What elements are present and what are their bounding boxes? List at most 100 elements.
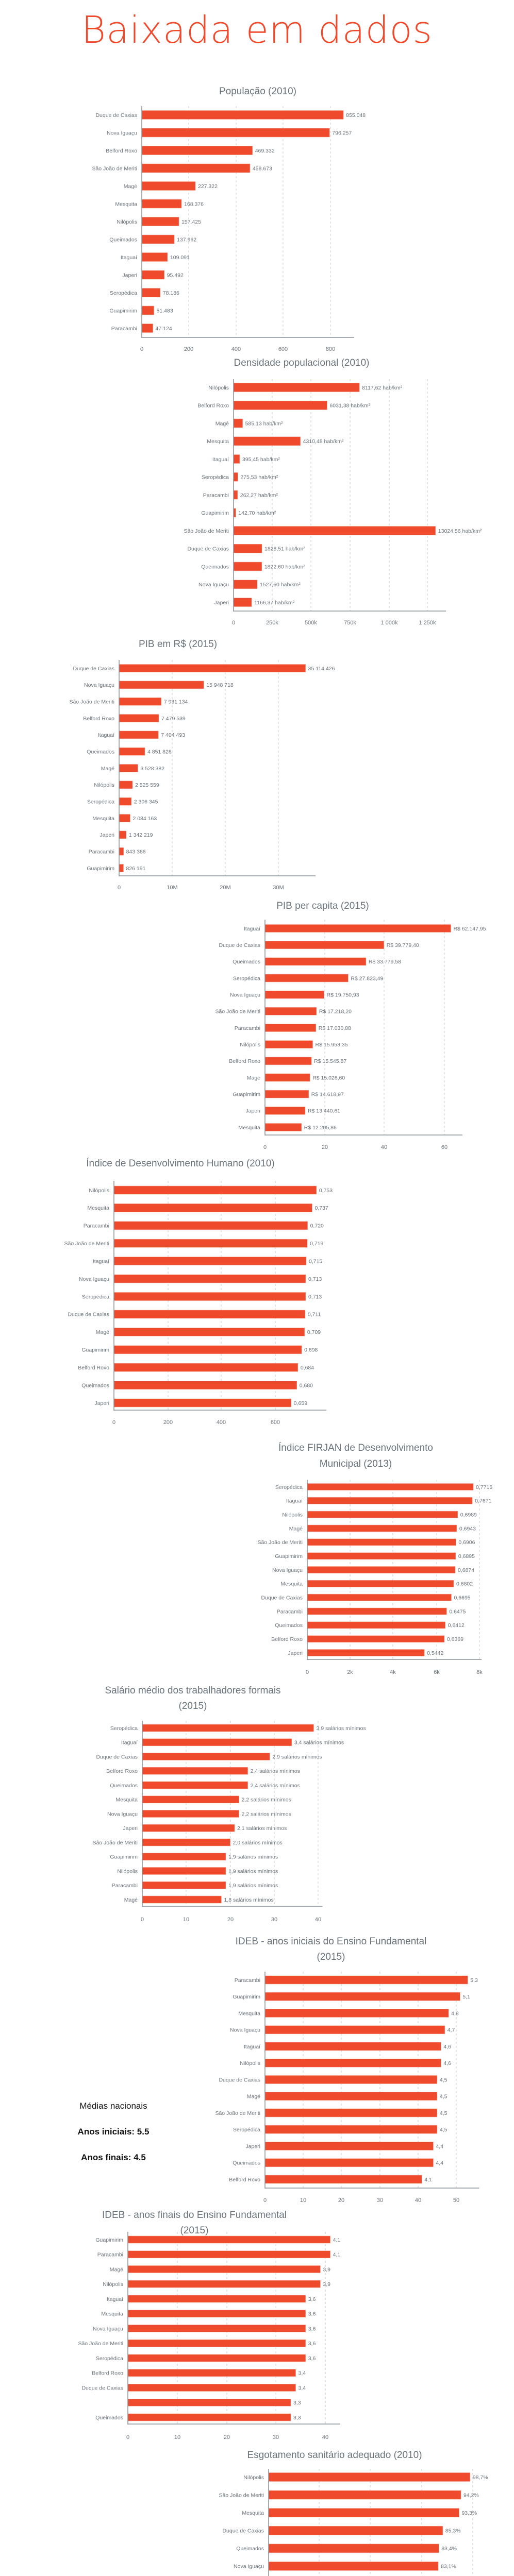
category-label: Nova Iguaçu bbox=[79, 1276, 109, 1282]
category-label: Itaguaí bbox=[212, 456, 229, 463]
data-label: 855.048 bbox=[346, 112, 366, 118]
category-label: Duque de Caxias bbox=[95, 112, 137, 118]
category-label: São João de Meriti bbox=[257, 1539, 303, 1546]
chart-title: PIB em R$ (2015) bbox=[139, 639, 217, 650]
bar bbox=[264, 924, 451, 933]
bar bbox=[264, 1057, 312, 1065]
category-label: Mesquita bbox=[238, 2010, 260, 2016]
data-label: 3,6 bbox=[308, 2296, 316, 2302]
category-label: Nilópolis bbox=[117, 219, 137, 225]
data-label: 15 948 718 bbox=[206, 682, 234, 688]
bar bbox=[142, 1767, 248, 1775]
x-tick-label: 750k bbox=[344, 620, 356, 626]
x-tick-label: 600 bbox=[278, 346, 288, 352]
bar bbox=[119, 781, 133, 789]
chart-title: Índice FIRJAN de Desenvolvimento bbox=[278, 1443, 433, 1453]
bar bbox=[113, 1257, 307, 1265]
chart-pib: PIB em R$ (2015) Duque de Caxias 35 114 42… bbox=[69, 639, 335, 891]
national-averages-heading: Médias nacionais bbox=[79, 2101, 147, 2111]
category-label: Seropédica bbox=[96, 2355, 123, 2362]
category-label: Queimados bbox=[81, 1382, 109, 1388]
bar bbox=[127, 2280, 321, 2288]
x-tick-label: 250k bbox=[266, 620, 278, 626]
data-label: 93,3% bbox=[461, 2510, 477, 2516]
data-label: 4,6 bbox=[443, 2044, 451, 2050]
category-label: Duque de Caxias bbox=[73, 666, 114, 672]
category-label: São João de Meriti bbox=[69, 699, 114, 705]
bar bbox=[264, 974, 349, 982]
category-label: Queimados bbox=[109, 236, 137, 243]
data-label: 1,8 salários mínimos bbox=[224, 1897, 273, 1903]
category-label: Nova Iguaçu bbox=[234, 2564, 264, 2570]
data-label: 47.124 bbox=[156, 326, 172, 332]
data-label: 0,6906 bbox=[458, 1539, 475, 1546]
x-tick-label: 20M bbox=[220, 885, 230, 891]
data-label: 4,5 bbox=[440, 2094, 447, 2100]
x-tick-label: 8k bbox=[476, 1669, 483, 1675]
category-label: Itaguaí bbox=[244, 926, 260, 932]
data-label: 4,1 bbox=[424, 2177, 432, 2183]
data-label: 2,0 salários mínimos bbox=[233, 1840, 283, 1846]
category-label: Paracambi bbox=[112, 1883, 138, 1889]
category-label: Duque de Caxias bbox=[96, 1754, 138, 1760]
x-tick-label: 40 bbox=[381, 1144, 387, 1150]
x-tick-label: 800 bbox=[326, 346, 335, 352]
category-label: Nova Iguaçu bbox=[84, 682, 114, 688]
data-label: 1,9 salários mínimos bbox=[228, 1868, 278, 1874]
x-tick-label: 40 bbox=[315, 1917, 321, 1923]
data-label: 4,7 bbox=[447, 2027, 455, 2033]
category-label: Nova Iguaçu bbox=[230, 992, 260, 998]
data-label: 796.257 bbox=[332, 130, 352, 136]
x-tick-label: 30 bbox=[377, 2197, 383, 2204]
category-label: Seropédica bbox=[87, 799, 114, 805]
data-label: 1527,60 hab/km² bbox=[260, 582, 301, 588]
bar bbox=[264, 941, 385, 949]
category-label: Nilópolis bbox=[103, 2281, 123, 2287]
category-label: Paracambi bbox=[84, 1223, 109, 1229]
bar bbox=[268, 2472, 471, 2482]
bar bbox=[264, 1975, 468, 1985]
bar bbox=[141, 324, 153, 333]
category-label: São João de Meriti bbox=[184, 528, 229, 534]
data-label: 1 342 219 bbox=[129, 832, 153, 838]
bar bbox=[142, 1881, 226, 1889]
bar bbox=[264, 2158, 434, 2167]
category-label: Queimados bbox=[201, 564, 229, 570]
x-tick-label: 400 bbox=[231, 346, 241, 352]
data-label: 0,5442 bbox=[427, 1650, 443, 1656]
data-label: 2,4 salários mínimos bbox=[251, 1768, 300, 1774]
x-tick-label: 2k bbox=[347, 1669, 353, 1675]
data-label: R$ 14.618,97 bbox=[311, 1091, 344, 1097]
bar bbox=[307, 1511, 458, 1518]
bar bbox=[264, 2125, 438, 2134]
data-label: 843 386 bbox=[126, 849, 146, 855]
bar bbox=[307, 1552, 456, 1560]
data-label: 3,6 bbox=[308, 2355, 316, 2362]
bar bbox=[113, 1363, 299, 1372]
category-label: Japeri bbox=[214, 600, 229, 606]
data-label: 3,6 bbox=[308, 2341, 316, 2347]
data-label: 83,1% bbox=[441, 2564, 456, 2570]
data-label: 0,6369 bbox=[447, 1636, 463, 1642]
bar bbox=[268, 2508, 459, 2517]
data-label: 3,3 bbox=[293, 2415, 301, 2421]
category-label: Nova Iguaçu bbox=[93, 2326, 123, 2332]
bar bbox=[142, 1753, 270, 1760]
category-label: Mesquita bbox=[115, 201, 137, 207]
bar bbox=[141, 181, 196, 191]
bar bbox=[127, 2295, 306, 2303]
bar bbox=[119, 814, 130, 822]
category-label: Mesquita bbox=[207, 438, 229, 445]
data-label: 0,709 bbox=[307, 1329, 321, 1335]
category-label: Queimados bbox=[275, 1622, 303, 1629]
category-label: Magé bbox=[289, 1526, 303, 1532]
category-label: Nilópolis bbox=[240, 1042, 260, 1048]
bar bbox=[127, 2325, 306, 2332]
data-label: 3,6 bbox=[308, 2326, 316, 2332]
category-label: Mesquita bbox=[87, 1205, 109, 1211]
chart-firjan: Índice FIRJAN de Desenvolvimento Municipa… bbox=[257, 1443, 492, 1675]
chart-idh: Índice de Desenvolvimento Humano (2010) N… bbox=[64, 1158, 333, 1426]
x-tick-label: 40 bbox=[415, 2197, 421, 2204]
x-tick-label: 10 bbox=[174, 2434, 180, 2441]
